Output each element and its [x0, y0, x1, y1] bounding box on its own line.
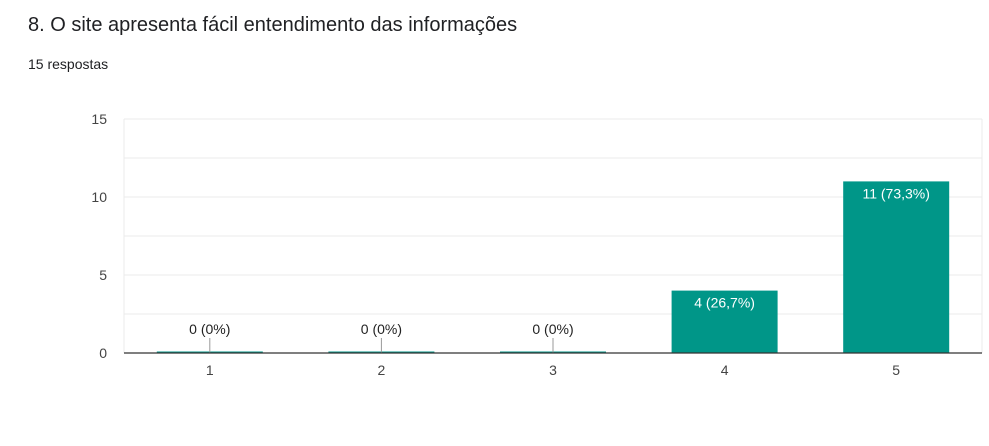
data-label: 0 (0%) [189, 321, 230, 337]
data-label: 11 (73,3%) [862, 185, 929, 201]
data-label: 4 (26,7%) [694, 295, 755, 311]
y-tick-label: 0 [99, 345, 107, 361]
x-tick-label: 5 [892, 362, 900, 378]
y-tick-label: 15 [91, 111, 107, 127]
data-label: 0 (0%) [361, 321, 402, 337]
data-label: 0 (0%) [532, 321, 573, 337]
x-tick-label: 3 [549, 362, 557, 378]
x-tick-label: 4 [721, 362, 729, 378]
y-tick-label: 10 [91, 189, 107, 205]
x-tick-label: 2 [378, 362, 386, 378]
bar [843, 181, 949, 353]
x-tick-label: 1 [206, 362, 214, 378]
y-tick-label: 5 [99, 267, 107, 283]
